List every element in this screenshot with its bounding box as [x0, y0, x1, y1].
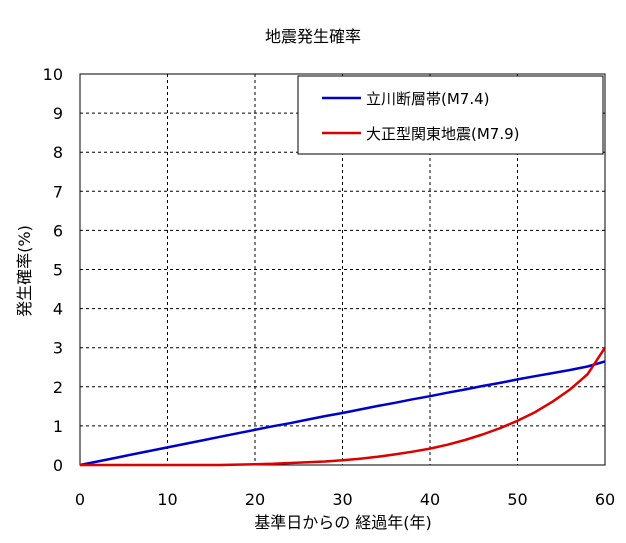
y-tick-label: 10 — [43, 65, 63, 84]
grid-lines — [80, 74, 605, 465]
series-line-2 — [80, 347, 607, 467]
y-tick-label: 4 — [53, 300, 63, 319]
y-tick-label: 2 — [53, 378, 63, 397]
x-tick-label: 30 — [332, 490, 352, 509]
x-tick-label: 20 — [245, 490, 265, 509]
y-tick-label: 1 — [53, 417, 63, 436]
x-tick-label: 60 — [595, 490, 615, 509]
series-lines — [79, 347, 607, 467]
x-tick-label: 0 — [75, 490, 85, 509]
x-tick-label: 10 — [157, 490, 177, 509]
series-line-1 — [79, 360, 606, 467]
y-axis-ticks: 0 1 2 3 4 5 6 7 8 9 10 — [43, 65, 63, 475]
legend-box — [297, 75, 604, 155]
chart-title: 地震発生確率 — [265, 27, 361, 46]
x-axis-title: 基準日からの 経過年(年) — [254, 513, 432, 532]
legend: 立川断層帯(M7.4) 大正型関東地震(M7.9) — [297, 75, 604, 155]
y-tick-label: 7 — [53, 182, 63, 201]
x-tick-label: 40 — [420, 490, 440, 509]
y-tick-label: 9 — [53, 104, 63, 123]
y-tick-label: 5 — [53, 261, 63, 280]
y-tick-label: 8 — [53, 143, 63, 162]
legend-label-2: 大正型関東地震(M7.9) — [366, 125, 520, 143]
y-tick-label: 0 — [53, 456, 63, 475]
legend-label-1: 立川断層帯(M7.4) — [366, 90, 490, 108]
x-tick-label: 50 — [507, 490, 527, 509]
x-axis-ticks: 0 10 20 30 40 50 60 — [75, 490, 615, 509]
y-tick-label: 3 — [53, 339, 63, 358]
y-axis-title: 発生確率(%) — [15, 225, 34, 317]
plot-area — [79, 73, 606, 466]
y-tick-label: 6 — [53, 221, 63, 240]
